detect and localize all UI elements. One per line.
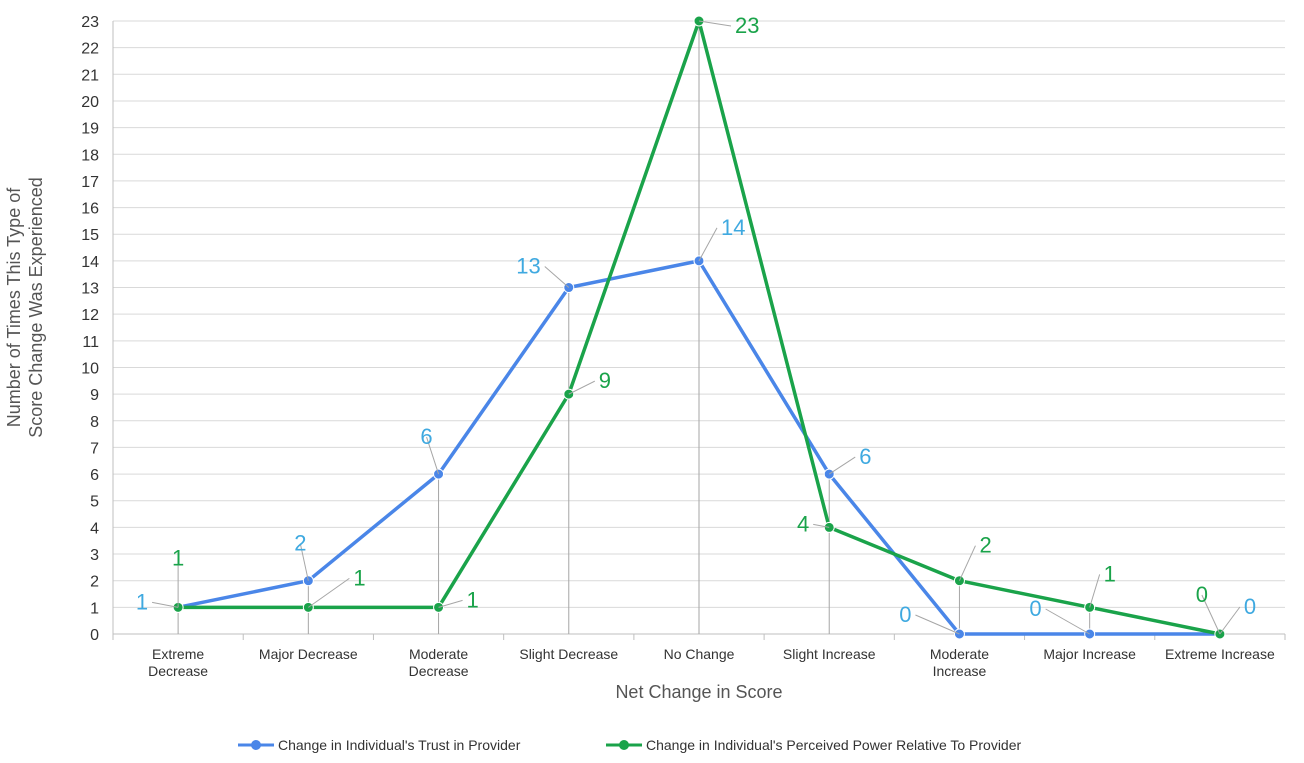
- x-tick-label: Extreme Increase: [1165, 646, 1275, 662]
- data-label: 1: [1104, 561, 1116, 586]
- x-tick-label-line: Moderate: [409, 646, 468, 662]
- data-label: 0: [899, 602, 911, 627]
- legend-label: Change in Individual's Trust in Provider: [278, 737, 521, 753]
- x-tick-label-line: Increase: [933, 663, 987, 679]
- label-leader-line: [308, 577, 350, 608]
- y-tick-label: 12: [81, 307, 99, 324]
- label-leader-line: [698, 227, 718, 262]
- y-tick-label: 9: [90, 387, 99, 404]
- x-tick-label-line: Moderate: [930, 646, 989, 662]
- y-tick-label: 4: [90, 520, 99, 537]
- x-tick-label-line: Extreme: [152, 646, 204, 662]
- y-tick-label: 20: [81, 94, 99, 111]
- x-tick-label-line: Major Decrease: [259, 646, 358, 662]
- data-label: 1: [136, 589, 148, 614]
- label-leader-line: [828, 456, 856, 475]
- label-leader-line: [1045, 608, 1090, 635]
- y-tick-label: 2: [90, 574, 99, 591]
- label-leader-line: [426, 436, 440, 475]
- y-tick-label: 18: [81, 147, 99, 164]
- legend-label: Change in Individual's Perceived Power R…: [646, 737, 1022, 753]
- data-label: 6: [420, 424, 432, 449]
- y-axis-title-line: Number of Times This Type of: [4, 187, 24, 427]
- y-tick-label: 14: [81, 254, 99, 271]
- x-tick-label-line: Decrease: [148, 663, 208, 679]
- label-leader-line: [958, 545, 976, 581]
- data-label: 0: [1029, 596, 1041, 621]
- x-tick-label-line: Extreme Increase: [1165, 646, 1275, 662]
- y-tick-label: 13: [81, 281, 99, 298]
- data-label: 6: [859, 444, 871, 469]
- data-label: 9: [599, 368, 611, 393]
- y-tick-label: 5: [90, 494, 99, 511]
- label-leader-line: [544, 266, 570, 288]
- label-leader-line: [813, 523, 830, 528]
- legend-swatch-marker: [619, 740, 629, 750]
- y-tick-label: 1: [90, 600, 99, 617]
- y-tick-label: 19: [81, 121, 99, 138]
- y-tick-label: 21: [81, 67, 99, 84]
- y-tick-label: 23: [81, 14, 99, 31]
- x-tick-label-line: Slight Decrease: [519, 646, 618, 662]
- x-tick-label: Moderate Increase: [930, 646, 989, 679]
- y-tick-label: 6: [90, 467, 99, 484]
- legend-swatch-marker: [251, 740, 261, 750]
- y-tick-label: 10: [81, 360, 99, 377]
- data-label: 2: [294, 531, 306, 556]
- x-tick-label: Slight Increase: [783, 646, 876, 662]
- label-leader-line: [438, 599, 463, 608]
- legend: Change in Individual's Trust in Provider…: [238, 737, 1022, 753]
- y-tick-label: 3: [90, 547, 99, 564]
- data-label: 23: [735, 13, 759, 38]
- x-tick-label-line: Slight Increase: [783, 646, 876, 662]
- data-label: 2: [979, 533, 991, 558]
- y-tick-label: 0: [90, 627, 99, 644]
- data-label: 1: [467, 587, 479, 612]
- data-label: 1: [353, 565, 365, 590]
- y-tick-label: 22: [81, 41, 99, 58]
- data-label: 4: [797, 511, 809, 536]
- x-tick-label: No Change: [664, 646, 735, 662]
- y-tick-label: 7: [90, 440, 99, 457]
- label-leader-line: [1201, 594, 1221, 635]
- y-tick-label: 11: [82, 334, 99, 351]
- x-tick-label: Major Decrease: [259, 646, 358, 662]
- x-tick-label: Slight Decrease: [519, 646, 618, 662]
- y-axis: 01234567891011121314151617181920212223Nu…: [4, 14, 114, 644]
- x-tick-label: Extreme Decrease: [148, 646, 208, 679]
- data-label: 0: [1196, 582, 1208, 607]
- label-leader-line: [152, 601, 179, 608]
- data-label: 14: [721, 215, 745, 240]
- drop-lines: [177, 21, 1091, 634]
- data-label: 0: [1244, 594, 1256, 619]
- y-tick-label: 15: [81, 227, 99, 244]
- x-tick-label: Moderate Decrease: [409, 646, 469, 679]
- y-axis-title-line: Score Change Was Experienced: [26, 177, 46, 437]
- label-leader-line: [299, 543, 309, 581]
- x-tick-label: Major Increase: [1043, 646, 1136, 662]
- data-label: 1: [172, 545, 184, 570]
- y-tick-label: 16: [81, 201, 99, 218]
- label-leader-line: [698, 20, 732, 27]
- x-tick-label-line: No Change: [664, 646, 735, 662]
- x-tick-label-line: Major Increase: [1043, 646, 1136, 662]
- y-tick-label: 8: [90, 414, 99, 431]
- x-axis-title: Net Change in Score: [615, 682, 782, 702]
- label-leader-line: [1089, 574, 1101, 608]
- label-leader-line: [1219, 606, 1241, 635]
- x-tick-label-line: Decrease: [409, 663, 469, 679]
- label-leader-line: [915, 614, 960, 635]
- data-label: 13: [516, 254, 540, 279]
- y-tick-label: 17: [81, 174, 99, 191]
- label-leader-line: [568, 380, 596, 395]
